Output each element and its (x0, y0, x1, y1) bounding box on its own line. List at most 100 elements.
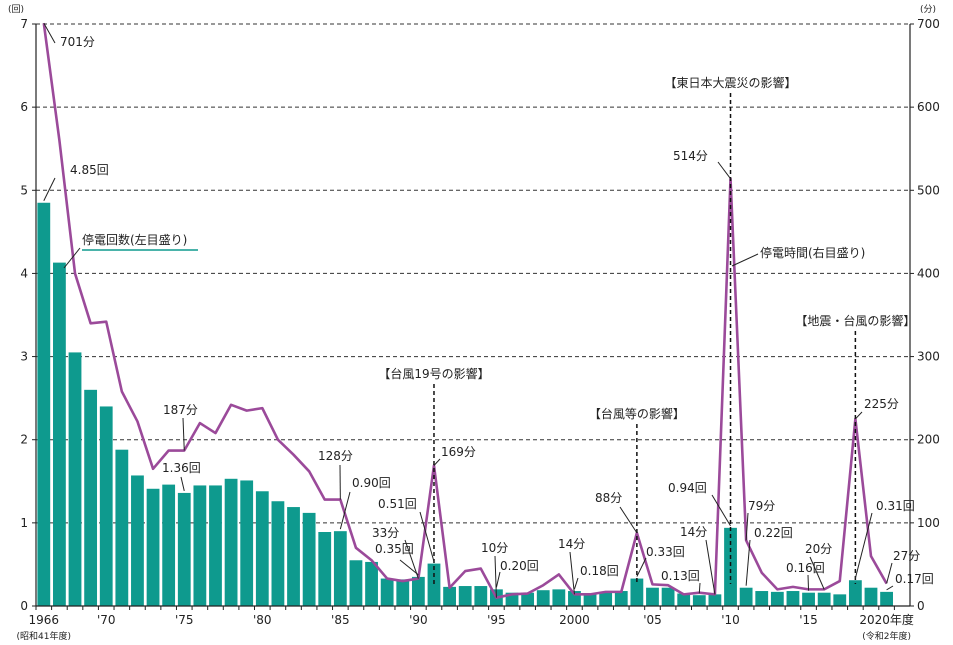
line-label-leader (569, 551, 575, 595)
line-label: 128分 (318, 449, 353, 463)
x-tick-label: 2020年度 (859, 612, 914, 627)
x-tick-label: '80 (253, 613, 272, 627)
bar-label: 4.85回 (70, 163, 109, 177)
line-label-leader (809, 556, 825, 590)
left-tick-label: 3 (20, 350, 28, 364)
event-label: 【台風等の影響】 (589, 406, 685, 421)
line-label: 79分 (748, 499, 775, 513)
line-label: 33分 (372, 526, 399, 540)
bar-label-leader (419, 511, 435, 562)
bar-label: 0.17回 (895, 572, 934, 586)
left-tick-label: 2 (20, 433, 28, 447)
bar (692, 595, 706, 606)
bar (146, 488, 160, 606)
bar (583, 593, 597, 606)
x-tick-label: '75 (175, 613, 194, 627)
bar (271, 501, 285, 606)
bar-label: 0.18回 (580, 564, 619, 578)
bar-label-leader (43, 177, 56, 201)
bar (224, 478, 238, 606)
bar (255, 491, 269, 606)
x-tick-label: 2000 (559, 613, 590, 627)
left-tick-label: 1 (20, 516, 28, 530)
bar (848, 580, 862, 606)
right-tick-label: 400 (917, 266, 940, 280)
x-tick-label: '05 (643, 613, 662, 627)
bar-label: 0.31回 (876, 499, 915, 513)
bar-label-leader (636, 557, 647, 577)
bar-label-leader (854, 512, 873, 579)
bar (53, 262, 66, 606)
bar-label: 0.20回 (500, 559, 539, 573)
line-label: 88分 (595, 491, 622, 505)
right-tick-label: 700 (917, 17, 940, 31)
bar (427, 563, 441, 606)
bar (193, 485, 207, 606)
series-label-count: 停電回数(左目盛り) (82, 232, 187, 247)
bar (209, 485, 222, 606)
bar (880, 591, 893, 606)
bar (333, 531, 347, 606)
line-label-leader (717, 161, 731, 179)
bar-label-leader (711, 494, 731, 527)
bar-label: 0.22回 (754, 526, 793, 540)
line-label: 10分 (481, 541, 508, 555)
x-tick-label: '90 (409, 613, 428, 627)
gridlines (36, 23, 910, 524)
bar (770, 591, 784, 606)
left-tick-label: 4 (20, 266, 28, 280)
bar-label-leader (339, 491, 351, 530)
left-tick-label: 0 (20, 599, 28, 613)
line-label: 514分 (673, 149, 708, 163)
event-label: 【台風19号の影響】 (378, 366, 489, 381)
line-label-leader (619, 506, 638, 534)
bar-label: 0.35回 (375, 542, 414, 556)
bar-label: 1.36回 (162, 461, 201, 475)
bar (131, 475, 144, 606)
line-label-leader (855, 411, 863, 420)
bar (162, 484, 176, 606)
line-label: 701分 (60, 35, 95, 49)
bar (786, 591, 800, 606)
line-label: 14分 (558, 537, 585, 551)
bar-label-leader (807, 574, 810, 591)
bar-label: 0.94回 (668, 481, 707, 495)
outage-count-bars (37, 202, 893, 606)
right-tick-label: 200 (917, 433, 940, 447)
bar-label-leader (180, 476, 185, 492)
bar (833, 594, 847, 606)
bar (724, 527, 737, 606)
bar (37, 202, 51, 606)
line-label: 187分 (163, 403, 198, 417)
bar (552, 589, 566, 606)
bar (802, 592, 815, 606)
bar (521, 592, 535, 606)
left-axis-unit: (回) (8, 4, 24, 15)
bar (708, 594, 722, 606)
bar-label: 0.16回 (786, 561, 825, 575)
left-tick-label: 7 (20, 17, 28, 31)
x-tick-label: '15 (799, 613, 818, 627)
bar (318, 532, 332, 606)
line-label: 169分 (441, 445, 476, 459)
bar-label-leader (886, 585, 894, 591)
bar-label-leader (399, 559, 419, 576)
x-tick-label: '10 (721, 613, 740, 627)
x-tick-label: '95 (487, 613, 506, 627)
line-label: 14分 (680, 525, 707, 539)
x-tick-label: '70 (97, 613, 116, 627)
bar (630, 578, 644, 606)
event-label: 【地震・台風の影響】 (795, 313, 915, 328)
bar-label: 0.90回 (352, 476, 391, 490)
line-label-leader (886, 562, 893, 584)
bar (474, 586, 488, 606)
bar-label: 0.51回 (378, 497, 417, 511)
bar (646, 587, 659, 606)
line-label: 20分 (805, 542, 832, 556)
bar (864, 587, 878, 606)
bar-label: 0.33回 (646, 545, 685, 559)
x-tick-label: '85 (331, 613, 350, 627)
line-label-leader (705, 539, 716, 595)
line-label-leader (494, 555, 497, 598)
